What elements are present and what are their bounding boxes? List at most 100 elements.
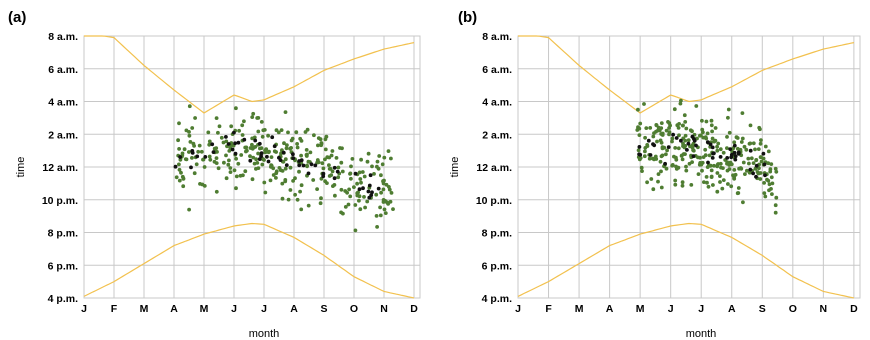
green-point [319,141,324,145]
green-point [268,178,273,183]
green-point [707,153,712,158]
black-point [361,186,365,191]
green-point [260,134,265,139]
green-point [227,149,232,153]
green-point [199,149,204,154]
y-tick-label: 8 a.m. [482,31,512,43]
x-tick-label: J [668,303,674,315]
green-point [769,175,774,180]
sunrise-curve [84,35,415,114]
green-point [325,181,329,186]
green-point [741,160,746,165]
green-point [304,148,309,152]
green-point [198,182,202,186]
green-point [291,179,295,183]
green-point [181,184,186,189]
green-point [329,173,334,178]
green-point [365,159,370,164]
black-point [751,171,755,176]
green-point [299,153,303,158]
green-point [740,111,745,115]
green-point [339,160,344,165]
green-point [285,143,289,148]
x-tick-label: D [410,303,418,315]
green-point [327,163,331,168]
x-tick-label: F [111,303,118,315]
y-tick-label: 4 a.m. [48,97,78,109]
black-point [210,142,215,147]
green-point [323,137,328,142]
green-point [295,145,300,150]
black-point [376,186,381,191]
black-point [173,164,178,169]
green-point [383,211,388,216]
green-point [684,164,688,169]
green-point [234,106,238,111]
black-point [232,130,236,135]
green-point [346,202,351,207]
black-point [691,154,696,159]
green-point [711,183,715,187]
green-point [703,153,708,158]
black-point [291,156,296,161]
green-point [336,165,341,170]
green-point [248,154,252,159]
x-tick-label: M [200,303,209,315]
green-point [219,135,224,140]
green-point [751,161,756,166]
green-point [688,128,693,133]
green-point [696,172,701,177]
green-point [645,180,649,185]
green-point [283,157,288,162]
green-point [729,184,734,189]
green-point [680,183,685,188]
black-point [306,171,311,176]
black-point [203,155,208,159]
green-point [674,164,678,169]
green-point [355,193,360,198]
green-point [366,151,371,156]
green-point [702,180,706,185]
black-point [189,165,193,170]
green-point [174,175,179,180]
black-point [754,163,759,168]
x-tick-label: M [575,303,584,315]
black-point [733,154,738,159]
green-point [700,118,704,123]
green-point [196,149,201,154]
green-point [339,187,344,192]
green-point [350,157,355,161]
x-tick-label: M [636,303,645,315]
green-point [206,130,211,135]
green-point [177,147,182,151]
black-point [257,141,262,146]
green-point [375,159,380,164]
green-point [207,154,212,159]
green-point [674,157,679,162]
black-point [230,147,235,152]
black-point [313,163,318,168]
green-point [177,178,182,183]
green-point [770,192,774,197]
green-point [187,150,191,154]
green-point [177,167,182,172]
green-point [691,148,695,153]
green-point [647,156,652,161]
green-point [362,195,366,199]
green-point [378,205,382,210]
green-point [664,128,669,133]
green-point [762,181,766,185]
green-point [329,153,334,158]
green-point [732,176,737,181]
green-point [224,176,229,181]
green-point [677,122,681,126]
green-point [660,131,665,136]
green-point [286,197,291,202]
green-point [216,166,221,171]
black-point [646,138,651,143]
green-point [389,156,393,161]
black-point [178,155,183,159]
green-point [757,171,761,176]
green-point [673,178,678,183]
black-point [301,163,306,168]
